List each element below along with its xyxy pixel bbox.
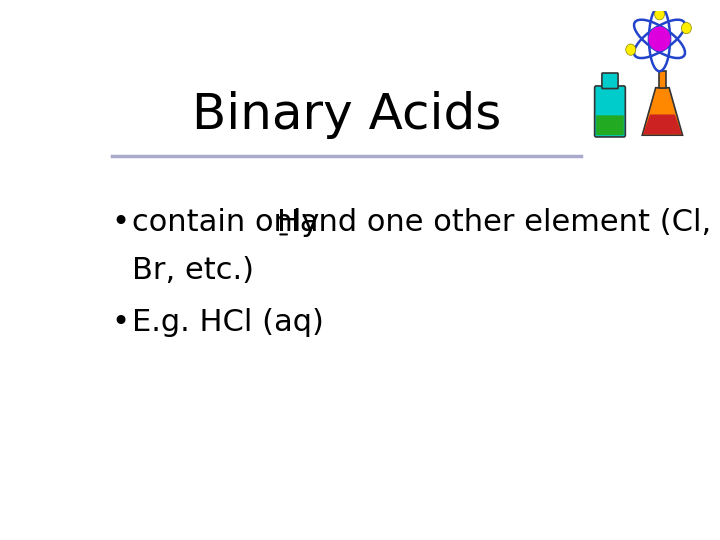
Polygon shape — [642, 87, 683, 135]
Circle shape — [681, 23, 691, 33]
Text: •: • — [112, 208, 130, 237]
FancyBboxPatch shape — [602, 73, 618, 89]
Polygon shape — [643, 114, 682, 134]
Text: E.g. HCl (aq): E.g. HCl (aq) — [132, 308, 324, 337]
Text: H: H — [277, 208, 300, 237]
Text: contain only: contain only — [132, 208, 329, 237]
Text: and one other element (Cl,: and one other element (Cl, — [289, 208, 711, 237]
FancyBboxPatch shape — [596, 116, 624, 135]
Circle shape — [626, 44, 636, 55]
Text: •: • — [112, 308, 130, 337]
Text: Binary Acids: Binary Acids — [192, 91, 501, 139]
FancyBboxPatch shape — [595, 86, 626, 137]
Text: Br, etc.): Br, etc.) — [132, 256, 254, 285]
Circle shape — [649, 27, 670, 51]
Circle shape — [654, 9, 665, 20]
Polygon shape — [659, 71, 666, 87]
